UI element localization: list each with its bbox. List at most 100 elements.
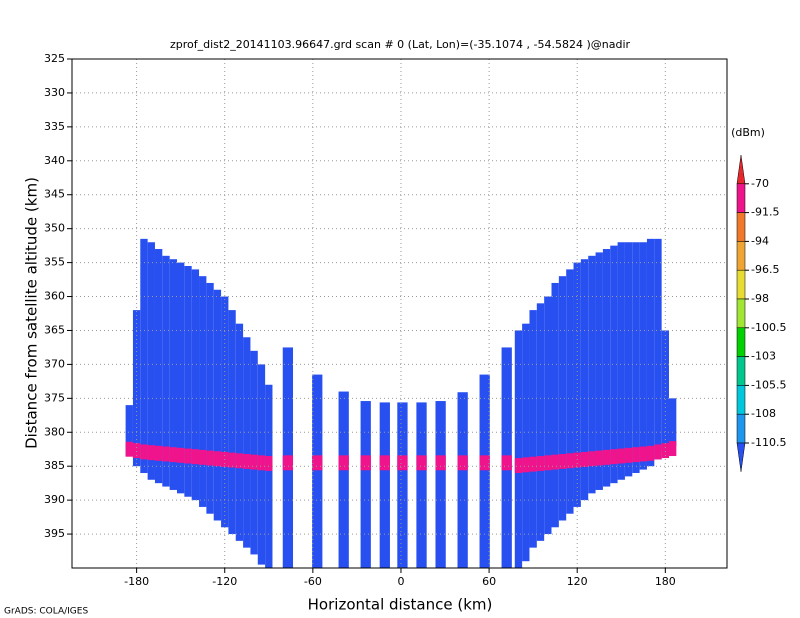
surface-echo	[199, 449, 207, 465]
colorbar-swatch	[736, 269, 746, 300]
surface-echo	[551, 454, 559, 470]
echo-column	[147, 242, 155, 480]
surface-echo	[624, 447, 633, 463]
surface-echo	[646, 445, 655, 461]
surface-echo	[536, 456, 545, 471]
echo-column	[235, 323, 244, 541]
surface-echo	[379, 455, 390, 471]
echo-column	[639, 242, 647, 470]
echo-column	[588, 255, 596, 494]
y-tick-label: 335	[44, 120, 65, 133]
surface-echo	[514, 458, 523, 473]
x-tick-label: 60	[482, 575, 496, 588]
echo-column	[169, 259, 178, 490]
echo-column	[536, 303, 545, 541]
y-tick-label: 385	[44, 459, 65, 472]
surface-echo	[125, 441, 133, 457]
surface-echo	[154, 445, 163, 461]
surface-echo	[235, 453, 244, 469]
echo-column	[338, 391, 349, 568]
y-tick-label: 375	[44, 391, 65, 404]
surface-echo	[228, 452, 236, 468]
colorbar-swatch	[736, 212, 746, 242]
echo-column	[646, 238, 655, 467]
y-tick-label: 340	[44, 154, 65, 167]
echo-column	[360, 401, 371, 568]
footer: GrADS: COLA/IGES	[4, 607, 88, 617]
surface-echo	[668, 441, 677, 457]
colorbar-swatch	[736, 183, 746, 213]
echo-column	[154, 249, 163, 484]
surface-echo	[191, 449, 200, 465]
echo-column	[566, 269, 574, 514]
echo-column	[191, 269, 200, 501]
colorbar-label: -103	[751, 350, 776, 363]
surface-echo	[257, 455, 266, 471]
surface-echo	[610, 449, 618, 465]
echo-column	[558, 276, 567, 521]
colorbar-swatch	[736, 413, 746, 444]
y-tick-label: 330	[44, 86, 65, 99]
colorbar-swatch	[736, 298, 746, 329]
surface-echo	[522, 457, 530, 473]
surface-echo	[206, 450, 214, 466]
surface-echo	[457, 455, 468, 471]
echo-column	[177, 262, 185, 494]
colorbar-swatch	[736, 327, 746, 357]
echo-column	[573, 262, 581, 507]
surface-echo	[529, 456, 537, 472]
echo-column	[312, 374, 323, 568]
colorbar-label: -110.5	[751, 436, 786, 449]
echo-column	[162, 255, 170, 487]
surface-echo	[639, 446, 647, 462]
echo-column	[199, 276, 207, 507]
x-tick-label: 180	[655, 575, 676, 588]
echo-column	[435, 401, 446, 568]
echo-column	[617, 242, 625, 480]
echo-column	[595, 252, 603, 490]
y-tick-label: 395	[44, 527, 65, 540]
surface-echo	[243, 453, 251, 469]
surface-echo	[282, 455, 294, 471]
colorbar-label: -70	[751, 177, 769, 190]
surface-echo	[501, 455, 512, 471]
echo-column	[184, 265, 192, 497]
surface-echo	[573, 452, 581, 468]
surface-echo	[661, 443, 669, 459]
y-tick-label: 370	[44, 357, 65, 370]
echo-column	[514, 330, 523, 568]
y-tick-label: 380	[44, 425, 65, 438]
surface-echo	[558, 453, 567, 469]
echo-column	[243, 337, 251, 548]
colorbar-label: -105.5	[751, 378, 786, 391]
colorbar-cap	[736, 442, 746, 472]
surface-echo	[595, 450, 603, 466]
x-tick-label: 0	[397, 575, 404, 588]
x-tick-label: -60	[304, 575, 322, 588]
surface-echo	[566, 453, 574, 469]
surface-echo	[435, 455, 446, 471]
surface-echo	[338, 455, 349, 471]
surface-echo	[312, 455, 323, 471]
surface-echo	[617, 448, 625, 464]
echo-column	[551, 282, 559, 528]
surface-echo	[588, 451, 596, 467]
colorbar-swatch	[736, 241, 746, 271]
surface-echo	[213, 451, 222, 467]
echo-column	[397, 402, 408, 568]
surface-echo	[184, 448, 192, 464]
echo-column	[125, 405, 133, 457]
surface-echo	[169, 447, 178, 463]
y-axis-label: Distance from satellite altitude (km)	[23, 177, 41, 449]
surface-echo	[479, 455, 490, 471]
y-tick-label: 365	[44, 323, 65, 336]
echo-column	[213, 289, 222, 521]
echo-column	[632, 242, 640, 473]
echo-column	[529, 310, 537, 548]
colorbar-swatch	[736, 385, 746, 415]
colorbar-label: -98	[751, 292, 769, 305]
echo-column	[522, 323, 530, 562]
y-tick-label: 325	[44, 52, 65, 65]
echo-column	[457, 392, 468, 568]
